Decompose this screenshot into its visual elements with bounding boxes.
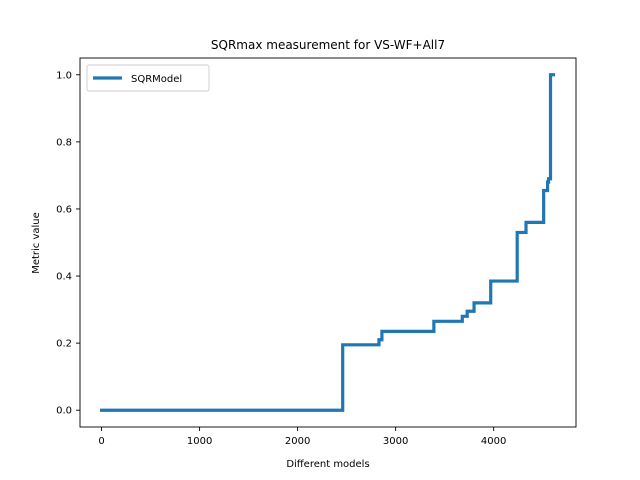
y-tick-label: 0.2 xyxy=(56,339,72,350)
legend: SQRModel xyxy=(86,64,210,92)
legend-box xyxy=(86,64,210,92)
x-tick-label: 2000 xyxy=(285,436,310,447)
x-tick-label: 4000 xyxy=(481,436,506,447)
x-axis-label: Different models xyxy=(286,459,369,470)
x-tick-label: 1000 xyxy=(187,436,212,447)
y-tick-label: 0.8 xyxy=(56,137,72,148)
x-tick-label: 3000 xyxy=(383,436,408,447)
x-axis-ticks: 0 1000 2000 3000 4000 xyxy=(98,427,506,447)
legend-entry-label: SQRModel xyxy=(131,74,182,85)
plot-area xyxy=(79,57,577,428)
x-tick-label: 0 xyxy=(98,436,104,447)
y-axis-label: Metric value xyxy=(31,212,42,274)
y-tick-label: 1.0 xyxy=(56,70,72,81)
series-line-0 xyxy=(99,73,556,412)
y-tick-label: 0.6 xyxy=(56,204,72,215)
y-tick-label: 0.0 xyxy=(56,406,72,417)
axes-frame xyxy=(79,57,577,428)
y-tick-label: 0.4 xyxy=(56,272,72,283)
y-axis-ticks: 0.0 0.2 0.4 0.6 0.8 1.0 xyxy=(56,70,80,417)
chart-title: SQRmax measurement for VS-WF+All7 xyxy=(211,38,445,52)
